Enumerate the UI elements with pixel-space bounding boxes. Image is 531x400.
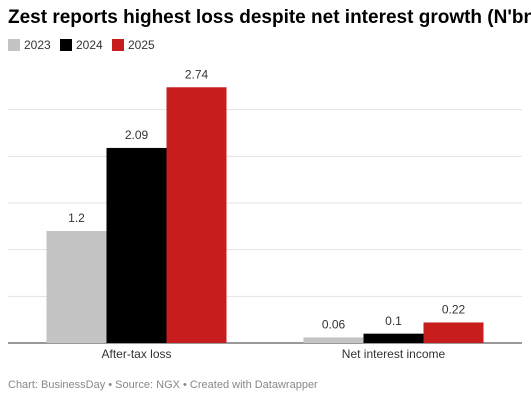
bar: [106, 147, 167, 343]
bar: [363, 333, 424, 343]
bar: [423, 322, 484, 343]
value-label: 0.1: [385, 314, 402, 328]
chart-title: Zest reports highest loss despite net in…: [8, 7, 531, 28]
value-label: 2.74: [185, 67, 209, 81]
legend-label: 2025: [128, 38, 155, 52]
value-label: 2.09: [125, 128, 149, 142]
source-note: Chart: BusinessDay • Source: NGX • Creat…: [8, 379, 318, 391]
value-label: 1.2: [68, 211, 85, 225]
bar: [46, 231, 107, 343]
bar: [303, 337, 364, 343]
bar: [166, 87, 227, 344]
x-tick-label: After-tax loss: [101, 347, 171, 361]
x-tick-label: Net interest income: [342, 347, 446, 361]
legend-swatch: [60, 39, 72, 51]
value-label: 0.22: [442, 303, 466, 317]
value-label: 0.06: [322, 318, 346, 332]
legend-label: 2024: [76, 38, 103, 52]
legend-label: 2023: [24, 38, 51, 52]
legend-swatch: [8, 39, 20, 51]
legend-swatch: [112, 39, 124, 51]
